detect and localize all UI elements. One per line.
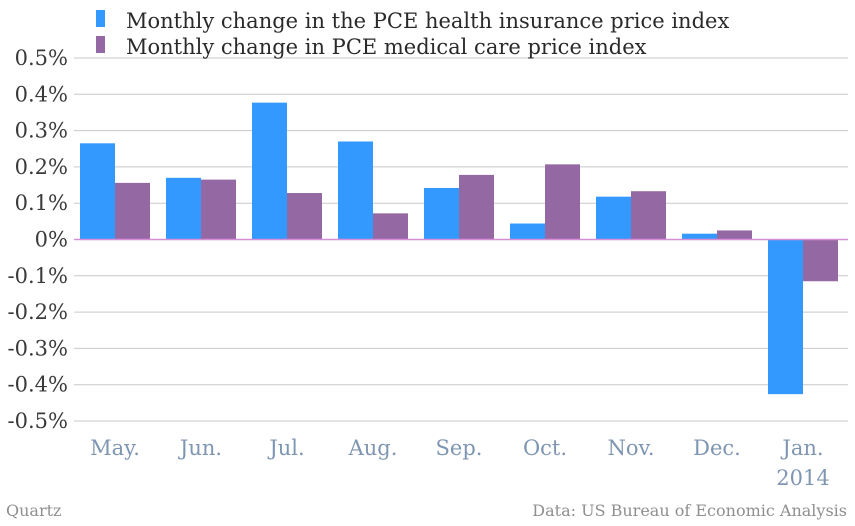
bar-series-2	[803, 239, 838, 282]
bar-series-2	[115, 182, 150, 240]
legend-label-series-2: Monthly change in PCE medical care price…	[126, 35, 647, 59]
legend-swatch-series-2	[96, 36, 105, 53]
x-tick-label: Jan.	[780, 436, 823, 460]
source-credit: Quartz	[6, 501, 61, 520]
bar-series-1	[338, 141, 373, 240]
bar-series-1	[80, 143, 115, 240]
x-tick-sublabel: 2014	[776, 466, 829, 490]
bar-series-2	[545, 164, 580, 240]
bar-series-1	[768, 239, 803, 395]
y-tick-label: 0%	[35, 228, 68, 252]
y-tick-label: 0.2%	[15, 155, 68, 179]
bar-series-1	[166, 177, 201, 240]
x-tick-label: Jun.	[178, 436, 222, 460]
y-tick-label: 0.4%	[15, 82, 68, 106]
bar-series-2	[287, 193, 322, 240]
bar-series-2	[717, 230, 752, 240]
bar-series-1	[424, 187, 459, 240]
data-source-note: Data: US Bureau of Economic Analysis	[532, 501, 847, 520]
bar-series-1	[252, 102, 287, 240]
bar-series-1	[596, 196, 631, 240]
legend-label-series-1: Monthly change in the PCE health insuran…	[126, 9, 729, 33]
y-tick-label: -0.3%	[8, 336, 68, 360]
y-tick-label: 0.3%	[15, 119, 68, 143]
bar-series-2	[459, 174, 494, 240]
bar-series-1	[510, 223, 545, 240]
x-tick-label: May.	[90, 436, 140, 460]
bars	[80, 102, 838, 395]
y-tick-label: -0.4%	[8, 373, 68, 397]
x-axis-ticks: May. Jun. Jul. Aug. Sep. Oct. Nov. Dec. Jan. 2014	[90, 436, 830, 490]
y-tick-label: -0.5%	[8, 409, 68, 433]
y-tick-label: -0.1%	[8, 264, 68, 288]
y-axis-ticks: 0.5% 0.4% 0.3% 0.2% 0.1% 0% -0.1% -0.2% -0.3% -0.…	[8, 46, 68, 433]
bar-series-2	[201, 179, 236, 240]
x-tick-label: Aug.	[348, 436, 398, 460]
bar-series-1	[682, 233, 717, 240]
x-tick-label: Oct.	[523, 436, 567, 460]
bar-series-2	[631, 191, 666, 240]
x-tick-label: Dec.	[693, 436, 741, 460]
legend-swatch-series-1	[96, 10, 105, 27]
legend: Monthly change in the PCE health insuran…	[96, 9, 729, 59]
x-tick-label: Jul.	[267, 436, 304, 460]
x-tick-label: Nov.	[607, 436, 654, 460]
x-tick-label: Sep.	[436, 436, 483, 460]
bar-series-2	[373, 213, 408, 240]
y-tick-label: -0.2%	[8, 300, 68, 324]
y-tick-label: 0.5%	[15, 46, 68, 70]
y-tick-label: 0.1%	[15, 191, 68, 215]
